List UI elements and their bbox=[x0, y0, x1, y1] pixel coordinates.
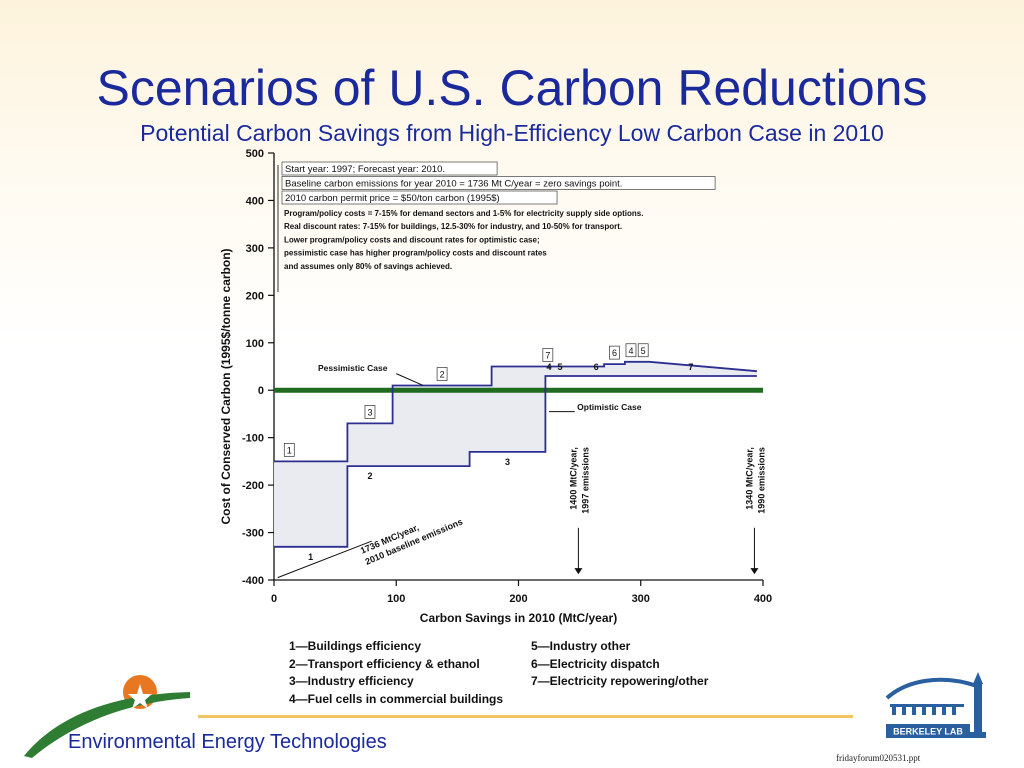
y-tick-label: 400 bbox=[246, 195, 264, 207]
info-box-frame bbox=[281, 190, 558, 205]
legend-item: 4—Fuel cells in commercial buildings bbox=[289, 691, 504, 706]
x-tick-label: 0 bbox=[271, 593, 277, 605]
optimistic-step-label: 7 bbox=[545, 351, 550, 361]
legend-item: 3—Industry efficiency bbox=[289, 674, 414, 688]
slide-subtitle: Potential Carbon Savings from High-Effic… bbox=[140, 120, 884, 146]
legend-item: 6—Electricity dispatch bbox=[531, 656, 660, 671]
y-tick-label: 100 bbox=[246, 338, 264, 350]
lab-name-plate bbox=[886, 724, 970, 738]
lab-building-icon bbox=[885, 677, 978, 700]
legend-item: 5—Industry other bbox=[531, 639, 631, 653]
optimistic-step-label: 2 bbox=[440, 369, 445, 379]
optimistic-step-box bbox=[637, 343, 649, 358]
y-tick-label: 200 bbox=[246, 290, 264, 302]
file-name: fridayforum020531.ppt bbox=[836, 753, 921, 763]
chart-note-line: and assumes only 80% of savings achieved… bbox=[284, 262, 452, 271]
y-tick-label: -400 bbox=[242, 575, 264, 587]
lab-name: BERKELEY LAB bbox=[893, 727, 963, 737]
legend-item: 1—Buildings efficiency bbox=[289, 639, 422, 653]
optimistic-step-box bbox=[364, 405, 376, 419]
y-tick-label: -300 bbox=[242, 528, 264, 540]
pessimistic-arrow bbox=[396, 373, 424, 386]
y-tick-label: 500 bbox=[246, 148, 264, 160]
optimistic-step-box bbox=[625, 343, 637, 358]
savings-range-area bbox=[274, 361, 757, 547]
emissions-1990-label-line: 1990 emissions bbox=[756, 447, 766, 514]
chart-note-line: Real discount rates: 7-15% for buildings… bbox=[284, 222, 622, 231]
optimistic-step-box bbox=[609, 345, 620, 360]
emissions-1990-label-arrow-head bbox=[750, 568, 759, 575]
footer-divider bbox=[198, 715, 853, 718]
optimistic-series-line bbox=[274, 360, 757, 463]
swoosh-icon bbox=[24, 692, 190, 758]
legend-item: 7—Electricity repowering/other bbox=[531, 674, 709, 688]
legend-column-right: 5—Industry other 6—Electricity dispatch … bbox=[531, 638, 708, 691]
pessimistic-step-label: 7 bbox=[688, 362, 693, 372]
optimistic-step-label: 3 bbox=[367, 407, 372, 417]
optimistic-case-label: Optimistic Case bbox=[577, 402, 642, 412]
x-axis-label: Carbon Savings in 2010 (MtC/year) bbox=[420, 611, 617, 625]
optimistic-step-box bbox=[436, 367, 448, 381]
y-tick-label: -100 bbox=[242, 433, 264, 445]
y-tick-label: 300 bbox=[246, 243, 264, 255]
lab-base-bar bbox=[970, 732, 986, 738]
y-axis-label: Cost of Conserved Carbon (1995$/tonne ca… bbox=[219, 248, 233, 524]
chart-note-line: Program/policy costs = 7-15% for demand … bbox=[284, 209, 643, 218]
colonnade-icon bbox=[890, 672, 983, 732]
org-name: Environmental Energy Technologies bbox=[68, 731, 387, 753]
legend-item: 2—Transport efficiency & ethanol bbox=[289, 656, 480, 671]
pessimistic-step-label: 1 bbox=[308, 552, 313, 562]
eet-swoosh-logo bbox=[24, 675, 190, 758]
info-box-line: 2010 carbon permit price = $50/ton carbo… bbox=[285, 193, 500, 204]
emissions-1997-label-arrow-head bbox=[574, 568, 583, 575]
pessimistic-series-line bbox=[274, 375, 757, 548]
x-tick-label: 200 bbox=[509, 593, 527, 605]
optimistic-step-box bbox=[283, 443, 295, 457]
pessimistic-step-label: 6 bbox=[594, 362, 599, 372]
pessimistic-step-label: 3 bbox=[505, 457, 510, 467]
savings-area-layer bbox=[274, 361, 757, 547]
info-box-frame bbox=[281, 161, 498, 176]
emissions-1997-label: 1400 MtC/year, 1997 emissions bbox=[568, 447, 590, 514]
series-lines-layer bbox=[274, 343, 763, 548]
optimistic-step-label: 5 bbox=[641, 346, 646, 356]
x-tick-label: 400 bbox=[754, 593, 772, 605]
emissions-1997-label-line: 1997 emissions bbox=[580, 447, 590, 514]
info-box-line: Baseline carbon emissions for year 2010 … bbox=[285, 179, 622, 190]
chart-note-line: Lower program/policy costs and discount … bbox=[284, 235, 540, 244]
pessimistic-step-label: 2 bbox=[367, 471, 372, 481]
slide-title: Scenarios of U.S. Carbon Reductions bbox=[96, 60, 928, 116]
pessimistic-case-label: Pessimistic Case bbox=[318, 363, 388, 373]
baseline-emissions-label: 1736 MtC/year,2010 baseline emissions bbox=[359, 505, 464, 566]
emissions-1990-label-line: 1340 MtC/year, bbox=[744, 447, 754, 510]
chart-note-line: pessimistic case has higher program/poli… bbox=[284, 249, 547, 258]
optimistic-step-label: 4 bbox=[628, 346, 633, 356]
y-tick-label: 0 bbox=[258, 385, 264, 397]
x-tick-label: 100 bbox=[387, 593, 405, 605]
x-tick-label: 300 bbox=[632, 593, 650, 605]
emissions-1997-label-line: 1400 MtC/year, bbox=[568, 447, 578, 510]
info-box-line: Start year: 1997; Forecast year: 2010. bbox=[285, 164, 445, 175]
star-icon bbox=[128, 684, 152, 709]
optimistic-step-label: 1 bbox=[287, 445, 292, 455]
pessimistic-step-label: 4 bbox=[547, 362, 552, 372]
optimistic-step-box bbox=[542, 348, 554, 362]
legend-column-left: 1—Buildings efficiency 2—Transport effic… bbox=[289, 638, 503, 708]
pessimistic-step-label: 5 bbox=[558, 362, 563, 372]
berkeley-lab-logo: BERKELEY LAB bbox=[885, 672, 986, 738]
baseline-arrow bbox=[277, 540, 372, 579]
info-box-frame bbox=[281, 176, 716, 190]
y-tick-label: -200 bbox=[242, 480, 264, 492]
emissions-1990-label: 1340 MtC/year, 1990 emissions bbox=[744, 447, 766, 514]
optimistic-step-label: 6 bbox=[612, 348, 617, 358]
